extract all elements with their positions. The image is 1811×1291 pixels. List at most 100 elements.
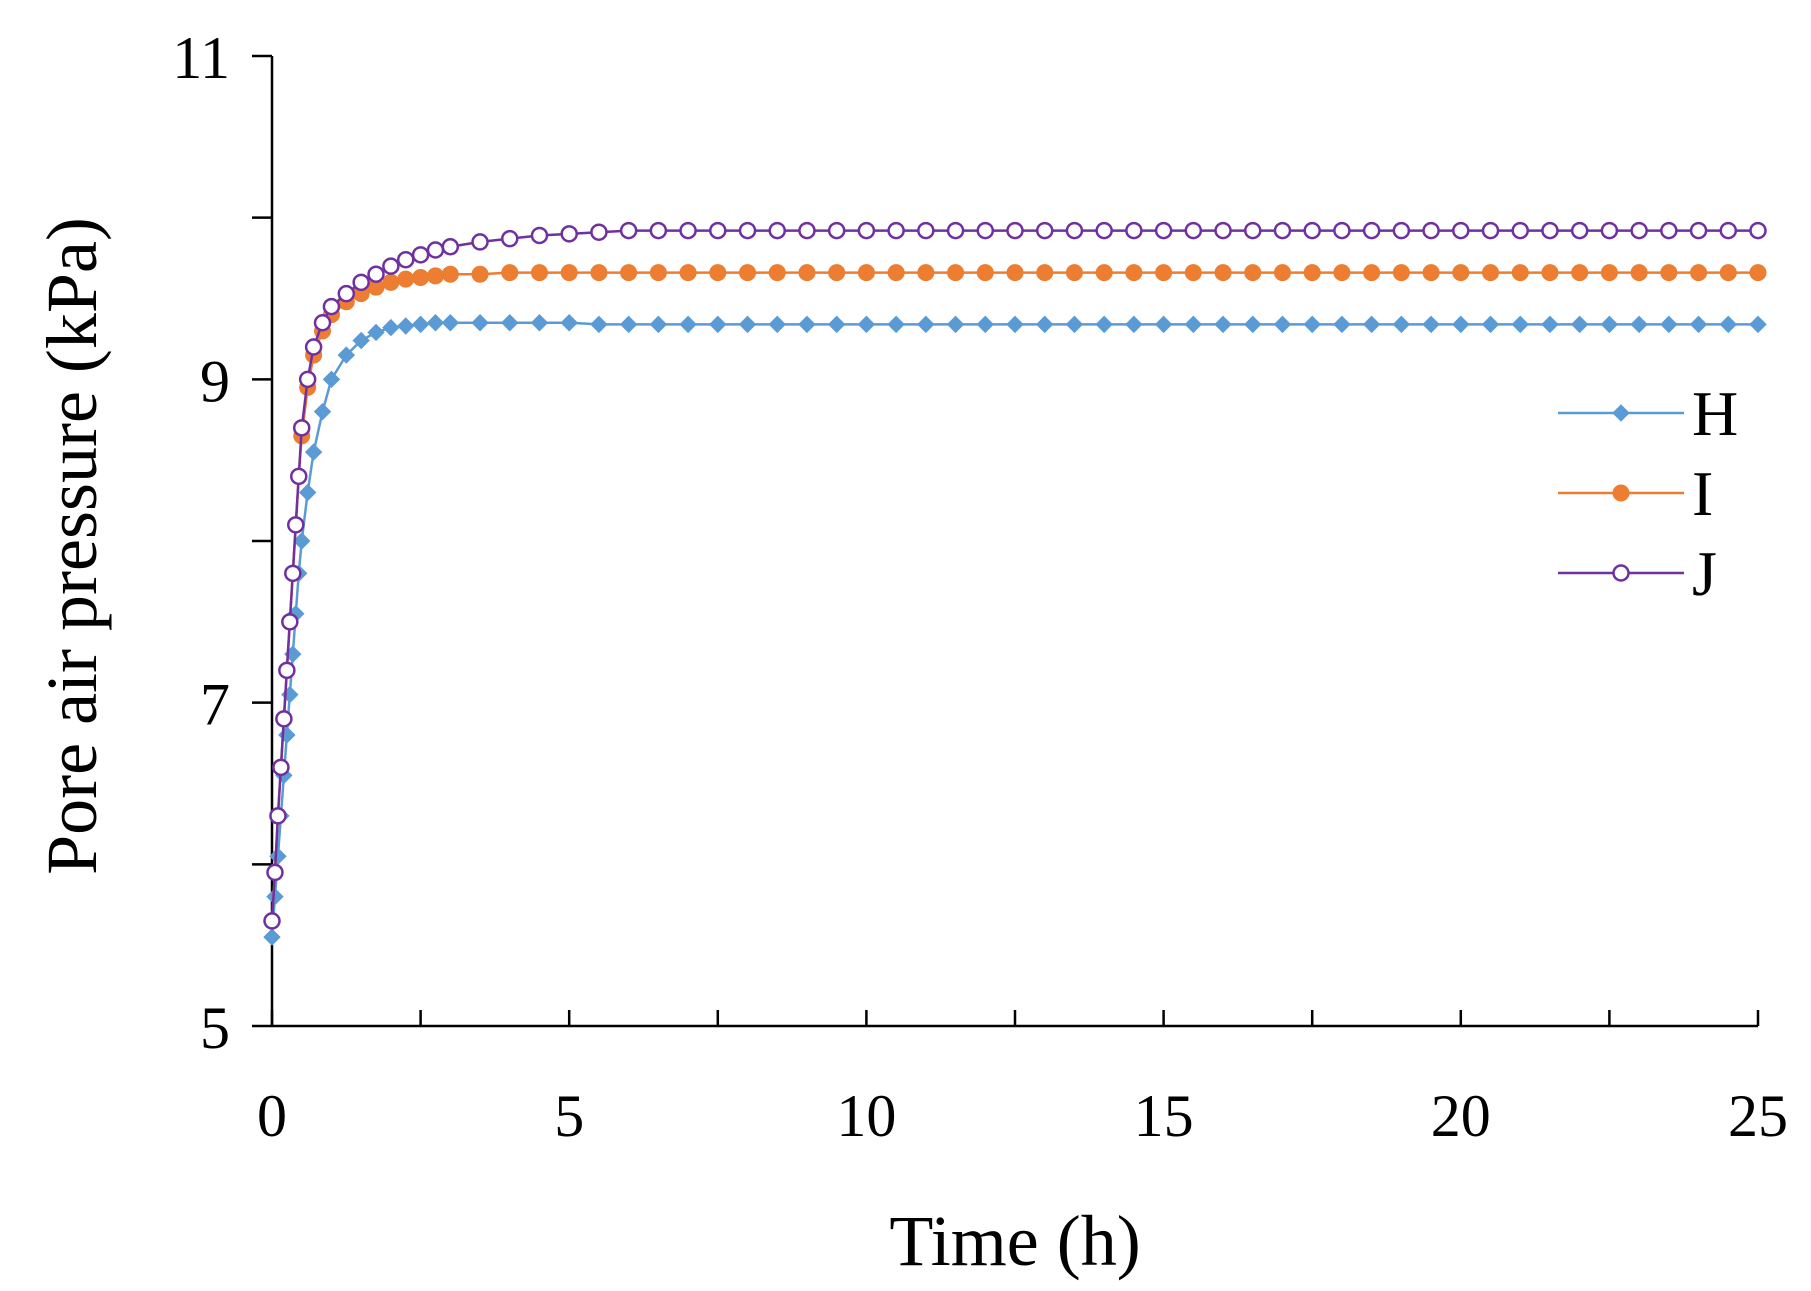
legend: HIJ bbox=[1558, 378, 1738, 609]
data-point-H bbox=[367, 323, 385, 342]
data-point-H bbox=[411, 315, 430, 334]
legend-item-I: I bbox=[1558, 458, 1713, 529]
data-point-H bbox=[471, 314, 489, 332]
data-point-J bbox=[857, 221, 876, 240]
data-point-H bbox=[1422, 315, 1440, 334]
data-point-J bbox=[272, 758, 290, 777]
data-point-J bbox=[1154, 221, 1173, 240]
data-point-H bbox=[313, 402, 332, 421]
data-point-H bbox=[1689, 315, 1708, 334]
data-point-I bbox=[917, 264, 935, 282]
data-point-H bbox=[1184, 315, 1203, 334]
data-point-I bbox=[739, 264, 757, 282]
data-point-J bbox=[590, 223, 608, 241]
data-point-J bbox=[269, 807, 287, 825]
data-point-I bbox=[397, 270, 415, 288]
data-point-J bbox=[287, 516, 305, 534]
data-point-J bbox=[1392, 221, 1411, 240]
data-point-J bbox=[1273, 221, 1292, 240]
data-point-H bbox=[298, 483, 317, 502]
data-point-H bbox=[501, 314, 519, 332]
data-point-J bbox=[1214, 221, 1232, 240]
y-tick-label: 11 bbox=[172, 25, 230, 91]
data-point-J bbox=[298, 370, 317, 389]
data-point-H bbox=[263, 928, 281, 946]
data-point-H bbox=[649, 315, 668, 334]
data-point-H bbox=[337, 346, 356, 364]
data-point-H bbox=[352, 331, 370, 350]
data-point-I bbox=[620, 264, 638, 282]
data-point-I bbox=[1452, 264, 1470, 282]
y-tick-label: 7 bbox=[200, 672, 230, 738]
data-point-J bbox=[1481, 221, 1500, 240]
x-tick-label: 25 bbox=[1728, 1083, 1788, 1149]
data-point-J bbox=[1719, 221, 1738, 240]
data-point-H bbox=[397, 317, 415, 335]
data-point-I bbox=[1095, 264, 1113, 282]
data-point-H bbox=[1036, 315, 1054, 334]
y-tick-label: 5 bbox=[200, 995, 230, 1061]
data-point-J bbox=[1303, 221, 1321, 240]
data-point-I bbox=[1600, 264, 1618, 282]
data-point-J bbox=[284, 564, 302, 583]
data-point-H bbox=[1214, 315, 1232, 334]
data-point-I bbox=[501, 264, 519, 282]
data-point-I bbox=[976, 264, 994, 282]
data-point-I bbox=[590, 264, 608, 282]
data-point-J bbox=[1095, 221, 1113, 240]
data-point-I bbox=[1006, 264, 1024, 282]
data-point-H bbox=[1541, 315, 1559, 334]
data-point-H bbox=[322, 370, 341, 389]
data-point-I bbox=[887, 264, 905, 282]
data-point-J bbox=[1749, 221, 1767, 240]
data-point-J bbox=[1184, 221, 1203, 240]
data-point-I bbox=[530, 264, 548, 282]
data-point-J bbox=[275, 710, 293, 728]
data-point-H bbox=[293, 532, 311, 550]
data-point-H bbox=[590, 315, 608, 334]
x-axis-title: Time (h) bbox=[889, 1201, 1140, 1281]
data-point-J bbox=[352, 273, 370, 292]
data-point-J bbox=[337, 284, 356, 303]
data-point-J bbox=[382, 257, 400, 275]
data-point-J bbox=[917, 221, 935, 240]
data-point-J bbox=[266, 863, 284, 882]
series-J bbox=[263, 221, 1767, 930]
data-point-H bbox=[1452, 315, 1470, 334]
data-point-J bbox=[530, 226, 549, 245]
x-tick-label: 5 bbox=[554, 1083, 584, 1149]
data-point-I bbox=[1482, 264, 1500, 282]
data-point-J bbox=[471, 233, 489, 251]
data-point-H bbox=[887, 315, 905, 334]
data-point-H bbox=[946, 315, 965, 334]
data-point-H bbox=[1006, 315, 1024, 334]
data-point-J bbox=[1244, 221, 1262, 240]
data-point-H bbox=[1511, 315, 1529, 334]
x-tick-label: 0 bbox=[257, 1083, 287, 1149]
data-point-I bbox=[382, 273, 400, 291]
data-point-I bbox=[441, 265, 459, 283]
data-point-H bbox=[1303, 315, 1321, 334]
data-point-H bbox=[1481, 315, 1500, 334]
data-point-I bbox=[1036, 264, 1054, 282]
data-point-J bbox=[976, 221, 995, 240]
data-point-J bbox=[560, 225, 578, 243]
data-point-I bbox=[1719, 264, 1737, 282]
data-point-H bbox=[917, 315, 935, 334]
data-point-H bbox=[1362, 315, 1381, 334]
data-point-J bbox=[396, 250, 415, 269]
data-point-I bbox=[709, 264, 727, 282]
data-point-J bbox=[1570, 221, 1589, 240]
data-point-J bbox=[501, 229, 519, 248]
series-H bbox=[263, 314, 1767, 946]
data-point-H bbox=[1719, 315, 1737, 334]
data-point-I bbox=[947, 264, 965, 282]
data-point-J bbox=[946, 221, 965, 240]
data-point-J bbox=[619, 221, 638, 240]
data-point-J bbox=[887, 221, 905, 240]
series-line-I bbox=[270, 271, 1758, 921]
data-point-H bbox=[798, 315, 816, 334]
y-axis-title: Pore air pressure (kPa) bbox=[32, 217, 112, 875]
data-point-H bbox=[1244, 315, 1262, 334]
series-line-J bbox=[270, 229, 1758, 921]
